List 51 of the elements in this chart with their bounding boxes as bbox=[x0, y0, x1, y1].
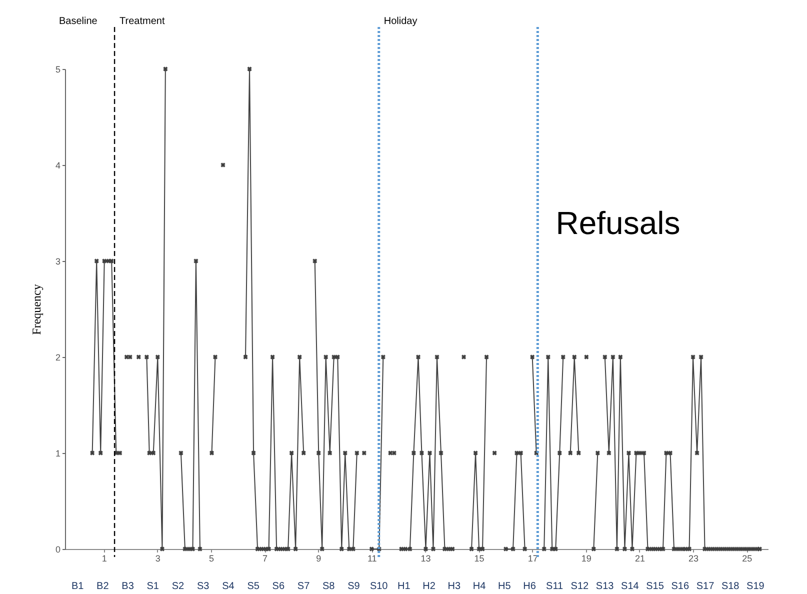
x-tick-label: 23 bbox=[688, 554, 699, 564]
text: H5 bbox=[498, 581, 512, 592]
ref-line-label: Holiday bbox=[384, 16, 418, 27]
text: H3 bbox=[448, 581, 461, 592]
ref-line-label: Treatment bbox=[120, 16, 165, 27]
text: S9 bbox=[348, 581, 360, 592]
x-tick-label: 9 bbox=[316, 554, 322, 564]
text: B2 bbox=[96, 581, 110, 592]
y-tick-label: 3 bbox=[55, 256, 60, 266]
text: S1 bbox=[146, 581, 160, 592]
y-axis-title: Frequency bbox=[29, 284, 44, 335]
y-tick-label: 4 bbox=[55, 160, 60, 170]
y-tick-label: 5 bbox=[55, 64, 60, 74]
x-tick-label: 13 bbox=[420, 554, 431, 564]
text: S2 bbox=[172, 581, 185, 592]
x-tick-label: 11 bbox=[367, 554, 377, 564]
text: S16 bbox=[671, 581, 690, 592]
text: H6 bbox=[523, 581, 536, 592]
text: S15 bbox=[646, 581, 664, 592]
x-tick-label: 15 bbox=[474, 554, 484, 564]
text: H2 bbox=[422, 581, 436, 592]
text: S4 bbox=[222, 581, 235, 592]
x-tick-label: 19 bbox=[581, 554, 592, 564]
text: S8 bbox=[322, 581, 336, 592]
text: B3 bbox=[122, 581, 134, 592]
x-tick-label: 1 bbox=[102, 554, 107, 564]
text: S12 bbox=[570, 581, 590, 592]
text: H1 bbox=[398, 581, 411, 592]
text: S19 bbox=[746, 581, 765, 592]
text: S17 bbox=[696, 581, 715, 592]
text: H4 bbox=[472, 581, 486, 592]
text: S7 bbox=[297, 581, 310, 592]
text: S14 bbox=[621, 581, 640, 592]
y-tick-label: 0 bbox=[55, 544, 60, 554]
x-tick-label: 25 bbox=[742, 554, 752, 564]
y-tick-label: 1 bbox=[55, 448, 60, 458]
text: S3 bbox=[196, 581, 210, 592]
y-tick-label: 2 bbox=[55, 352, 60, 362]
x-tick-label: 5 bbox=[208, 554, 214, 564]
text: S10 bbox=[370, 581, 388, 592]
x-tick-label: 3 bbox=[155, 554, 160, 564]
text: S18 bbox=[721, 581, 740, 592]
text: Baseline bbox=[59, 16, 98, 27]
text: S13 bbox=[596, 581, 614, 592]
x-tick-label: 7 bbox=[262, 554, 268, 564]
text: Refusals bbox=[556, 205, 680, 241]
text: S6 bbox=[272, 581, 285, 592]
text: S5 bbox=[247, 581, 260, 592]
x-tick-label: 21 bbox=[634, 554, 645, 564]
text: S11 bbox=[546, 581, 564, 592]
text: B1 bbox=[71, 581, 84, 592]
